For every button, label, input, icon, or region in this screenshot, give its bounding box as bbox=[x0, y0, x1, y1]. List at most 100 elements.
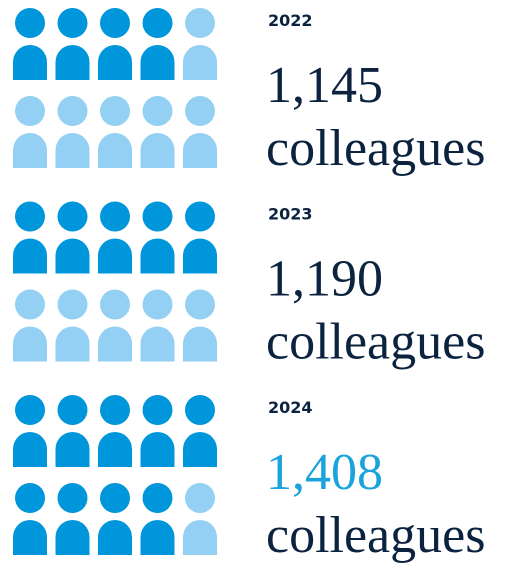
icon-head bbox=[142, 8, 173, 38]
value-label: 1,145 bbox=[266, 57, 383, 114]
person-icon bbox=[55, 8, 90, 80]
icon-body bbox=[140, 133, 175, 168]
icon-head bbox=[15, 483, 45, 513]
icon-head bbox=[185, 483, 215, 513]
icon-head bbox=[15, 289, 45, 320]
year-label: 2023 bbox=[268, 205, 313, 224]
year-label: 2024 bbox=[268, 398, 313, 417]
icon-head bbox=[15, 201, 45, 232]
icon-body bbox=[13, 238, 47, 274]
person-icon bbox=[183, 201, 217, 274]
icon-head bbox=[185, 289, 215, 320]
unit-label: colleagues bbox=[266, 507, 485, 564]
icon-head bbox=[57, 201, 88, 232]
icon-body bbox=[183, 432, 217, 467]
icon-body bbox=[98, 133, 132, 168]
person-icon bbox=[98, 96, 132, 168]
person-icon bbox=[55, 483, 90, 555]
icon-body bbox=[55, 45, 90, 80]
icon-body bbox=[55, 432, 90, 467]
icon-body bbox=[13, 520, 47, 555]
icon-head bbox=[100, 8, 130, 38]
person-icon bbox=[98, 8, 132, 80]
icon-body bbox=[183, 238, 217, 274]
person-icon bbox=[140, 8, 175, 80]
person-icon bbox=[13, 289, 47, 362]
person-icon bbox=[183, 96, 217, 168]
person-icon bbox=[13, 8, 47, 80]
person-icon bbox=[183, 8, 217, 80]
icon-head bbox=[185, 8, 215, 38]
person-icon bbox=[183, 289, 217, 362]
person-icon bbox=[55, 289, 90, 362]
person-icon bbox=[140, 395, 175, 467]
icon-body bbox=[98, 238, 132, 274]
person-icon bbox=[55, 96, 90, 168]
icon-body bbox=[13, 133, 47, 168]
icon-head bbox=[100, 201, 130, 232]
icon-body bbox=[98, 432, 132, 467]
person-icon bbox=[55, 201, 90, 274]
icon-head bbox=[142, 289, 173, 320]
icon-head bbox=[185, 395, 215, 425]
icon-body bbox=[55, 133, 90, 168]
icon-body bbox=[13, 326, 47, 362]
icon-head bbox=[142, 395, 173, 425]
person-icon bbox=[98, 289, 132, 362]
year-label: 2022 bbox=[268, 11, 313, 30]
icon-body bbox=[98, 520, 132, 555]
icon-head bbox=[57, 483, 88, 513]
icon-head bbox=[185, 201, 215, 232]
icon-body bbox=[140, 45, 175, 80]
icon-head bbox=[57, 8, 88, 38]
icon-head bbox=[100, 395, 130, 425]
icon-body bbox=[13, 432, 47, 467]
person-icon bbox=[98, 395, 132, 467]
icon-head bbox=[57, 395, 88, 425]
icon-head bbox=[142, 201, 173, 232]
unit-label: colleagues bbox=[266, 314, 485, 371]
icon-head bbox=[100, 289, 130, 320]
icon-head bbox=[57, 96, 88, 126]
icon-head bbox=[142, 483, 173, 513]
icon-body bbox=[183, 133, 217, 168]
person-icon bbox=[13, 201, 47, 274]
icon-body bbox=[140, 432, 175, 467]
icon-head bbox=[15, 96, 45, 126]
icon-head bbox=[100, 96, 130, 126]
icon-body bbox=[98, 326, 132, 362]
icon-head bbox=[15, 395, 45, 425]
icon-body bbox=[55, 238, 90, 274]
icon-body bbox=[183, 326, 217, 362]
person-icon bbox=[13, 483, 47, 555]
icon-body bbox=[55, 520, 90, 555]
icon-head bbox=[100, 483, 130, 513]
person-icon bbox=[183, 395, 217, 467]
icon-body bbox=[55, 326, 90, 362]
icon-body bbox=[183, 45, 217, 80]
value-label: 1,190 bbox=[266, 251, 383, 308]
icon-head bbox=[185, 96, 215, 126]
person-icon bbox=[140, 483, 175, 555]
icon-body bbox=[183, 520, 217, 555]
person-icon bbox=[98, 483, 132, 555]
icon-body bbox=[140, 326, 175, 362]
icon-body bbox=[140, 520, 175, 555]
icon-body bbox=[140, 238, 175, 274]
icon-body bbox=[98, 45, 132, 80]
icon-head bbox=[15, 8, 45, 38]
person-icon bbox=[98, 201, 132, 274]
icon-head bbox=[57, 289, 88, 320]
person-icon bbox=[140, 289, 175, 362]
person-icon bbox=[13, 96, 47, 168]
person-icon bbox=[140, 96, 175, 168]
person-icon bbox=[13, 395, 47, 467]
icon-body bbox=[13, 45, 47, 80]
unit-label: colleagues bbox=[266, 120, 485, 177]
icon-head bbox=[142, 96, 173, 126]
person-icon bbox=[55, 395, 90, 467]
value-label: 1,408 bbox=[266, 444, 383, 501]
person-icon bbox=[183, 483, 217, 555]
person-icon bbox=[140, 201, 175, 274]
